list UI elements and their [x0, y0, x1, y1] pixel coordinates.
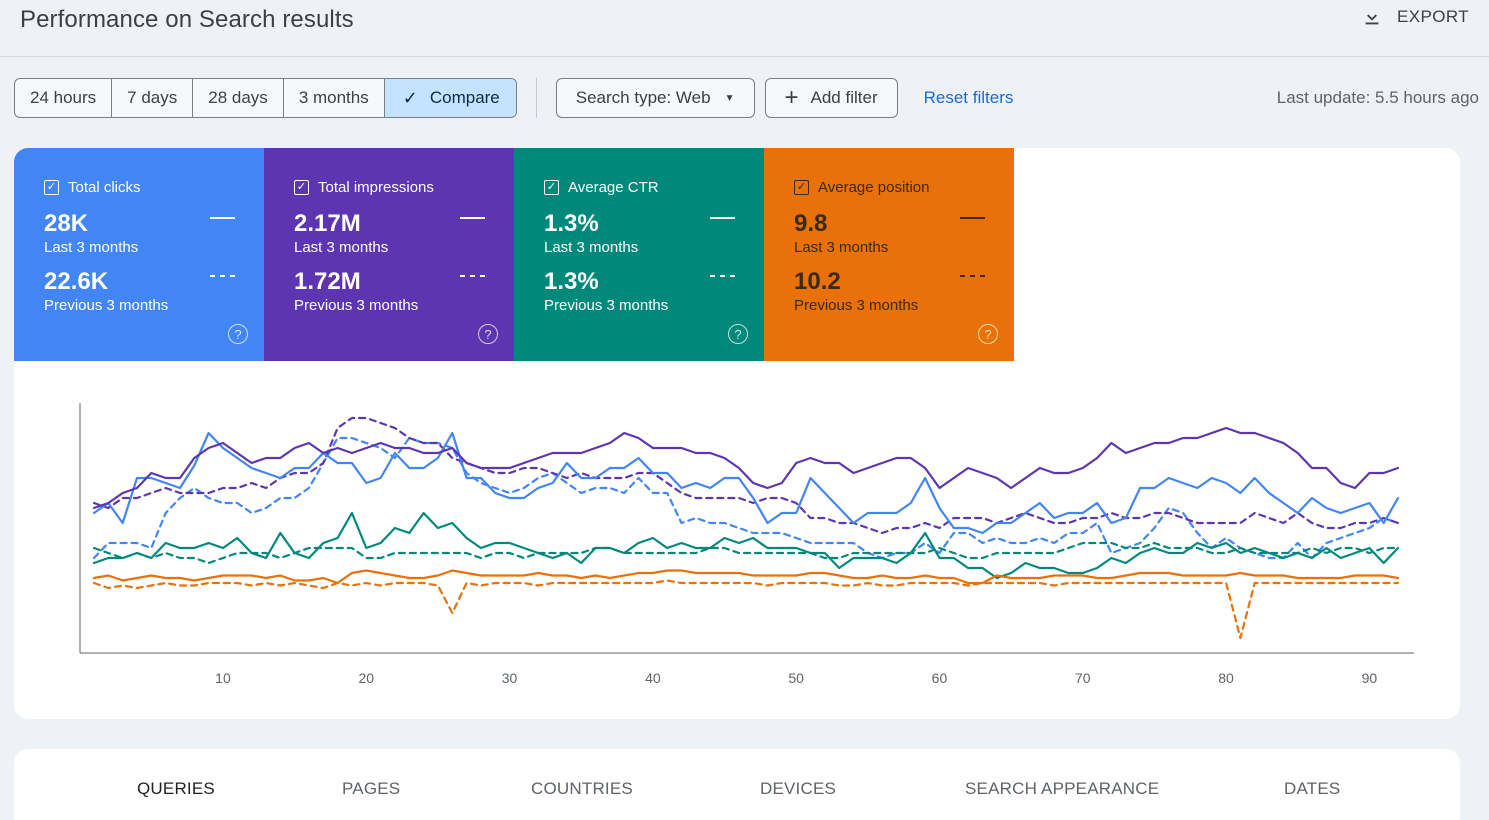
dashed-line-legend-icon — [460, 275, 485, 277]
series-line-total-clicks-previous-3-months — [92, 436, 1400, 560]
metric-current-period: Last 3 months — [294, 239, 389, 256]
check-icon: ✓ — [402, 87, 418, 108]
metric-previous-value: 1.72M — [294, 268, 361, 295]
reset-filters-link[interactable]: Reset filters — [923, 88, 1014, 107]
solid-line-legend-icon — [210, 217, 235, 219]
filter-divider — [535, 78, 537, 118]
series-line-average-position-last-3-months — [92, 569, 1400, 585]
tab-pages[interactable]: PAGES — [342, 779, 401, 798]
range-3-months[interactable]: 3 months — [284, 79, 385, 117]
help-icon[interactable]: ? — [728, 324, 748, 344]
x-tick-label: 80 — [1218, 670, 1234, 686]
page-header: Performance on Search results EXPORT — [0, 0, 1489, 57]
metric-average-ctr[interactable]: ✓ Average CTR 1.3% Last 3 months 1.3% Pre… — [514, 148, 764, 361]
download-icon — [1365, 7, 1379, 25]
checkbox-icon[interactable]: ✓ — [294, 180, 309, 195]
plus-icon: + — [784, 84, 799, 111]
metric-current-period: Last 3 months — [44, 239, 139, 256]
metric-previous-period: Previous 3 months — [294, 297, 419, 314]
x-tick-label: 30 — [502, 670, 518, 686]
metric-label: Total impressions — [318, 179, 434, 196]
metric-current-period: Last 3 months — [794, 239, 889, 256]
x-tick-label: 40 — [645, 670, 661, 686]
metric-previous-period: Previous 3 months — [794, 297, 919, 314]
solid-line-legend-icon — [710, 217, 735, 219]
metric-total-clicks[interactable]: ✓ Total clicks 28K Last 3 months 22.6K Pr… — [14, 148, 264, 361]
export-button[interactable]: EXPORT — [1361, 6, 1469, 28]
search-type-dropdown[interactable]: Search type: Web ▼ — [555, 78, 755, 118]
metric-label: Average CTR — [568, 179, 659, 196]
range-7-days[interactable]: 7 days — [112, 79, 194, 117]
metric-previous-value: 22.6K — [44, 268, 109, 295]
metric-previous-value: 10.2 — [794, 268, 841, 295]
x-tick-label: 10 — [215, 670, 231, 686]
metric-total-impressions[interactable]: ✓ Total impressions 2.17M Last 3 months 1… — [264, 148, 514, 361]
range-24-hours[interactable]: 24 hours — [15, 79, 113, 117]
solid-line-legend-icon — [960, 217, 985, 219]
performance-chart-card: ✓ Total clicks 28K Last 3 months 22.6K Pr… — [14, 148, 1460, 719]
metric-current-period: Last 3 months — [544, 239, 639, 256]
x-tick-label: 20 — [358, 670, 374, 686]
metric-current-value: 1.3% — [544, 210, 599, 237]
metric-label: Total clicks — [68, 179, 141, 196]
x-tick-label: 60 — [932, 670, 948, 686]
search-type-label: Search type: Web — [575, 88, 711, 107]
series-line-total-impressions-last-3-months — [92, 426, 1400, 510]
series-line-average-ctr-last-3-months — [92, 511, 1400, 580]
checkbox-icon[interactable]: ✓ — [44, 180, 59, 195]
checkbox-icon[interactable]: ✓ — [794, 180, 809, 195]
help-icon[interactable]: ? — [978, 324, 998, 344]
add-filter-label: Add filter — [810, 88, 878, 107]
checkbox-icon[interactable]: ✓ — [544, 180, 559, 195]
metric-previous-period: Previous 3 months — [44, 297, 169, 314]
tab-search-appearance[interactable]: SEARCH APPEARANCE — [965, 779, 1160, 798]
dashed-line-legend-icon — [960, 275, 985, 277]
series-line-total-impressions-previous-3-months — [92, 416, 1400, 535]
metric-previous-period: Previous 3 months — [544, 297, 669, 314]
tab-queries[interactable]: QUERIES — [137, 779, 215, 798]
add-filter-button[interactable]: + Add filter — [764, 78, 898, 118]
line-chart[interactable]: 10 20 30 40 50 60 70 80 90 — [14, 148, 1460, 719]
tab-dates[interactable]: DATES — [1284, 779, 1341, 798]
help-icon[interactable]: ? — [478, 324, 498, 344]
range-28-days[interactable]: 28 days — [193, 79, 284, 117]
help-icon[interactable]: ? — [228, 324, 248, 344]
export-label: EXPORT — [1397, 7, 1469, 26]
solid-line-legend-icon — [460, 217, 485, 219]
tab-countries[interactable]: COUNTRIES — [531, 779, 633, 798]
date-range-selector: 24 hours 7 days 28 days 3 months ✓ Compa… — [14, 78, 517, 118]
x-tick-label: 50 — [788, 670, 804, 686]
x-tick-label: 90 — [1362, 670, 1378, 686]
filter-bar: 24 hours 7 days 28 days 3 months ✓ Compa… — [14, 78, 1013, 118]
metric-label: Average position — [818, 179, 930, 196]
metric-average-position[interactable]: ✓ Average position 9.8 Last 3 months 10.2… — [764, 148, 1014, 361]
compare-label: Compare — [429, 88, 500, 107]
series-line-total-clicks-last-3-months — [92, 431, 1400, 535]
dimension-tabs: QUERIES PAGES COUNTRIES DEVICES SEARCH A… — [14, 749, 1460, 820]
metric-current-value: 2.17M — [294, 210, 361, 237]
compare-button[interactable]: ✓ Compare — [384, 79, 516, 117]
page-title: Performance on Search results — [20, 6, 354, 33]
series-line-average-ctr-previous-3-months — [92, 541, 1400, 565]
last-update-text: Last update: 5.5 hours ago — [1276, 88, 1479, 107]
metric-current-value: 28K — [44, 210, 89, 237]
caret-down-icon: ▼ — [724, 92, 735, 104]
series-line-average-position-previous-3-months — [92, 579, 1400, 640]
dashed-line-legend-icon — [210, 275, 235, 277]
dashed-line-legend-icon — [710, 275, 735, 277]
metric-current-value: 9.8 — [794, 210, 828, 237]
metric-previous-value: 1.3% — [544, 268, 599, 295]
x-tick-label: 70 — [1075, 670, 1091, 686]
tab-devices[interactable]: DEVICES — [760, 779, 837, 798]
